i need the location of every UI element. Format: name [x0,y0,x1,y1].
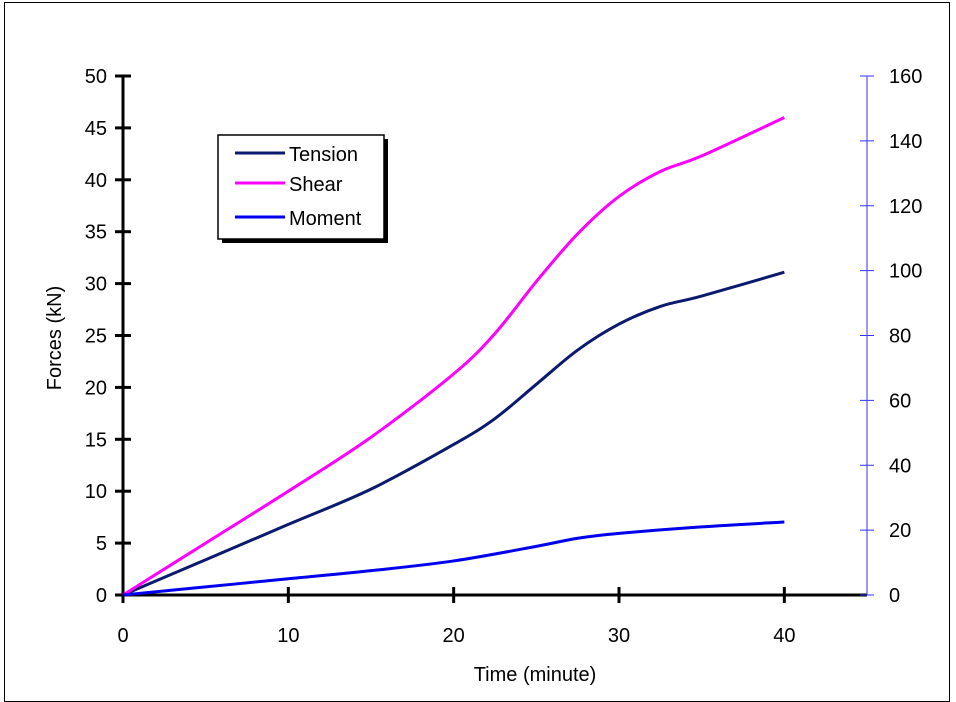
y-axis-label: Forces (kN) [44,286,66,390]
axes: 0 5 10 15 20 25 30 35 40 45 50 0 10 20 30 40 0 20 40 60 80 10… [85,66,923,647]
x-tick-label: 40 [773,625,795,647]
legend-label-moment: Moment [289,208,362,230]
y2-tick-label: 120 [889,196,922,218]
series-line-moment [122,520,785,597]
series-lines [122,116,785,597]
legend-box [217,134,385,240]
legend: Tension Shear Moment [217,134,388,243]
y2-tick-label: 160 [889,66,922,88]
y2-tick-label: 20 [889,520,911,542]
y-tick-label: 15 [85,429,107,451]
y2-tick-label: 0 [889,585,900,607]
y-tick-label: 50 [85,66,107,88]
y2-tick-label: 40 [889,455,911,477]
y2-tick-label: 100 [889,261,922,283]
y-tick-label: 20 [85,377,107,399]
y-tick-label: 45 [85,118,107,140]
y-tick-label: 0 [96,585,107,607]
x-tick-label: 10 [277,625,299,647]
y-tick-label: 5 [96,533,107,555]
x-tick-label: 30 [608,625,630,647]
x-axis-label: Time (minute) [474,664,597,686]
series-line-tension [122,270,785,597]
legend-label-shear: Shear [289,174,343,196]
chart-frame: 0 5 10 15 20 25 30 35 40 45 50 0 10 20 30 40 0 20 40 60 80 10… [4,2,950,702]
y-tick-label: 10 [85,481,107,503]
line-chart: 0 5 10 15 20 25 30 35 40 45 50 0 10 20 30 40 0 20 40 60 80 10… [44,66,923,686]
y-tick-label: 40 [85,170,107,192]
legend-label-tension: Tension [289,144,358,166]
y2-tick-label: 140 [889,131,922,153]
y2-tick-label: 60 [889,390,911,412]
y-tick-label: 30 [85,274,107,296]
x-tick-label: 20 [443,625,465,647]
y-tick-label: 35 [85,222,107,244]
series-line-shear [122,116,785,597]
y-tick-label: 25 [85,326,107,348]
y2-tick-label: 80 [889,326,911,348]
x-tick-label: 0 [117,625,128,647]
